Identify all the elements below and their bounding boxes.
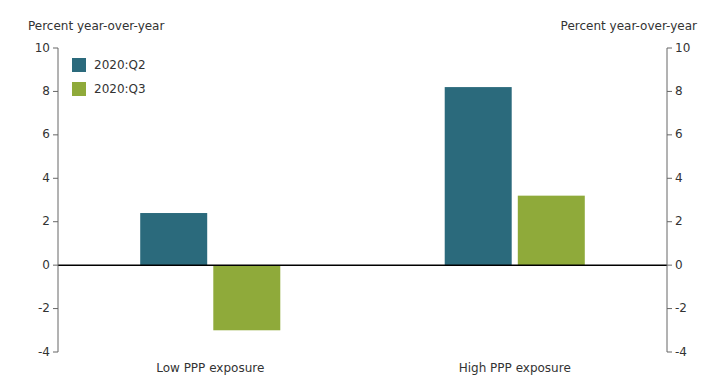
- tick-mark: [667, 308, 672, 309]
- tick-label: 6: [42, 127, 50, 141]
- category-label: High PPP exposure: [459, 361, 571, 375]
- y2-axis: -4 -2 0 2 4 6 8 10: [667, 41, 690, 359]
- tick-mark: [667, 91, 672, 92]
- tick-label: 2: [675, 214, 683, 228]
- tick-label: 0: [42, 258, 50, 272]
- bar: [445, 87, 512, 265]
- x-axis: Low PPP exposure High PPP exposure: [156, 361, 571, 375]
- tick-mark: [53, 265, 58, 266]
- axis-line: [667, 48, 668, 352]
- tick-label: 6: [675, 127, 683, 141]
- tick-mark: [667, 134, 672, 135]
- tick-label: 10: [675, 41, 690, 55]
- y-axis-label: Percent year-over-year: [28, 19, 164, 33]
- legend: 2020:Q2 2020:Q3: [72, 58, 146, 97]
- tick-label: 4: [675, 171, 683, 185]
- tick-mark: [667, 178, 672, 179]
- tick-mark: [53, 48, 58, 49]
- tick-mark: [667, 265, 672, 266]
- bar: [518, 196, 585, 265]
- tick-label: -4: [675, 345, 687, 359]
- tick-label: 8: [42, 84, 50, 98]
- tick-label: -2: [38, 301, 50, 315]
- bars: [140, 87, 585, 330]
- y-axis: -4 -2 0 2 4 6 8 10: [35, 41, 58, 359]
- zero-line: [58, 264, 667, 266]
- tick-label: 2: [42, 214, 50, 228]
- tick-label: 4: [42, 171, 50, 185]
- tick-label: -4: [38, 345, 50, 359]
- tick-label: 10: [35, 41, 50, 55]
- axis-line: [58, 48, 59, 352]
- tick-mark: [667, 352, 672, 353]
- tick-mark: [53, 91, 58, 92]
- legend-label: 2020:Q2: [94, 58, 146, 72]
- bar: [213, 265, 280, 330]
- tick-label: 8: [675, 84, 683, 98]
- tick-mark: [53, 134, 58, 135]
- tick-mark: [667, 48, 672, 49]
- legend-label: 2020:Q3: [94, 82, 146, 96]
- tick-mark: [53, 352, 58, 353]
- tick-mark: [53, 308, 58, 309]
- legend-swatch: [72, 58, 86, 72]
- y2-axis-label: Percent year-over-year: [561, 19, 697, 33]
- tick-mark: [53, 221, 58, 222]
- chart: -4 -2 0 2 4 6 8 10 -4 -2 0 2 4 6 8 10 Percent year-over-…: [0, 0, 725, 392]
- tick-mark: [667, 221, 672, 222]
- tick-label: 0: [675, 258, 683, 272]
- tick-mark: [53, 178, 58, 179]
- legend-swatch: [72, 82, 86, 96]
- chart-container: -4 -2 0 2 4 6 8 10 -4 -2 0 2 4 6 8 10 Percent year-over-…: [0, 0, 725, 392]
- tick-label: -2: [675, 301, 687, 315]
- category-label: Low PPP exposure: [156, 361, 264, 375]
- bar: [140, 213, 207, 265]
